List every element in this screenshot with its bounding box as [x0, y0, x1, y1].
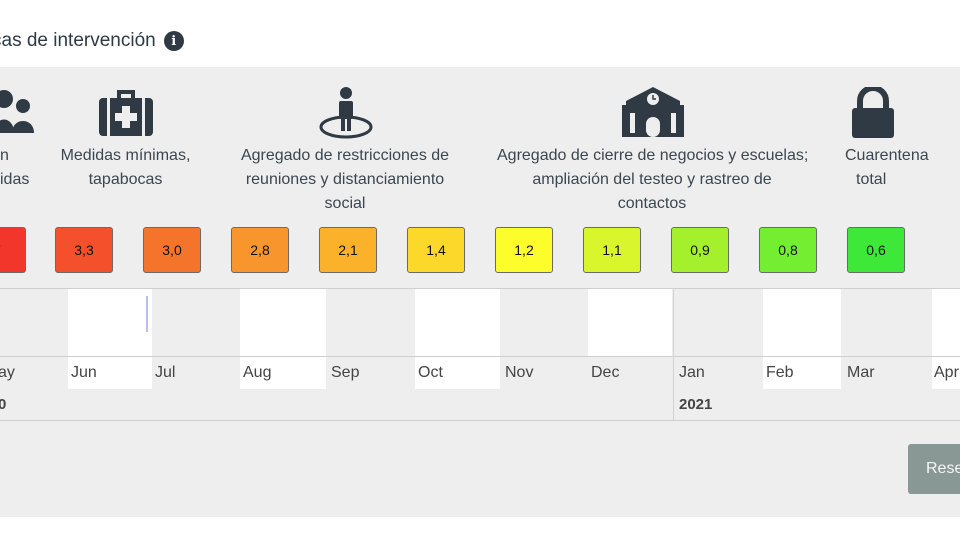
month-label: Feb — [766, 364, 794, 381]
intervention-panel: n idas Medidas mínimas, tapabocas Agrega… — [0, 67, 960, 517]
level-label-total-quarantine: Cuarentena total — [845, 147, 929, 188]
timeline-cursor[interactable] — [146, 296, 148, 332]
year-label: 2021 — [679, 396, 713, 413]
timeline-cell[interactable] — [763, 289, 841, 389]
person-distance-icon — [319, 87, 373, 139]
rt-badge[interactable]: 2,8 — [231, 227, 289, 273]
month-label: Jun — [71, 364, 97, 381]
rt-badge[interactable]: 0,9 — [671, 227, 729, 273]
people-icon — [0, 90, 34, 133]
rt-badge[interactable]: 3,0 — [143, 227, 201, 273]
rt-badge[interactable]: 1,4 — [407, 227, 465, 273]
timeline-top-border — [0, 288, 960, 289]
timeline-bottom-border — [0, 420, 960, 421]
year-separator — [673, 288, 674, 421]
month-label: Aug — [243, 364, 272, 381]
level-label-business-closure: Agregado de cierre de negocios y escuela… — [497, 147, 809, 212]
month-label: Sep — [331, 364, 360, 381]
timeline-month-divider — [0, 356, 960, 357]
month-label: ay — [0, 364, 15, 381]
info-icon[interactable]: i — [163, 31, 184, 51]
rt-badge[interactable]: 1,1 — [583, 227, 641, 273]
level-label-people: n idas — [0, 147, 30, 188]
month-label: Jul — [155, 364, 176, 381]
timeline-cell[interactable] — [932, 289, 960, 389]
month-label: Oct — [418, 364, 443, 381]
level-label-minimal-measures: Medidas mínimas, tapabocas — [60, 147, 191, 188]
year-label: 0 — [0, 396, 7, 413]
school-building-icon — [622, 87, 684, 137]
rt-badge[interactable]: 3,3 — [55, 227, 113, 273]
month-label: Dec — [591, 364, 620, 381]
timeline[interactable]: ay Jun Jul Aug Sep Oct Nov Dec Jan Feb M… — [0, 288, 960, 422]
month-label: Jan — [679, 364, 705, 381]
level-label-gathering-restrictions: Agregado de restricciones de reuniones y… — [240, 147, 450, 212]
medical-kit-icon — [99, 90, 153, 136]
reset-button[interactable]: Rese — [908, 444, 960, 494]
month-label: Nov — [505, 364, 534, 381]
month-label: Mar — [847, 364, 875, 381]
month-label: Apr — [934, 364, 959, 381]
rt-badge[interactable]: 2,1 — [319, 227, 377, 273]
rt-badge[interactable]: 7 — [0, 227, 26, 273]
timeline-cell[interactable] — [68, 289, 152, 389]
section-title-text: cas de intervención — [0, 30, 156, 51]
timeline-cell[interactable] — [240, 289, 326, 389]
timeline-cell[interactable] — [415, 289, 500, 389]
section-title: cas de intervención i — [0, 30, 184, 52]
timeline-cell[interactable] — [588, 289, 672, 356]
rt-badge[interactable]: 0,6 — [847, 227, 905, 273]
rt-badge[interactable]: 0,8 — [759, 227, 817, 273]
rt-badge[interactable]: 1,2 — [495, 227, 553, 273]
lock-icon — [852, 87, 894, 138]
